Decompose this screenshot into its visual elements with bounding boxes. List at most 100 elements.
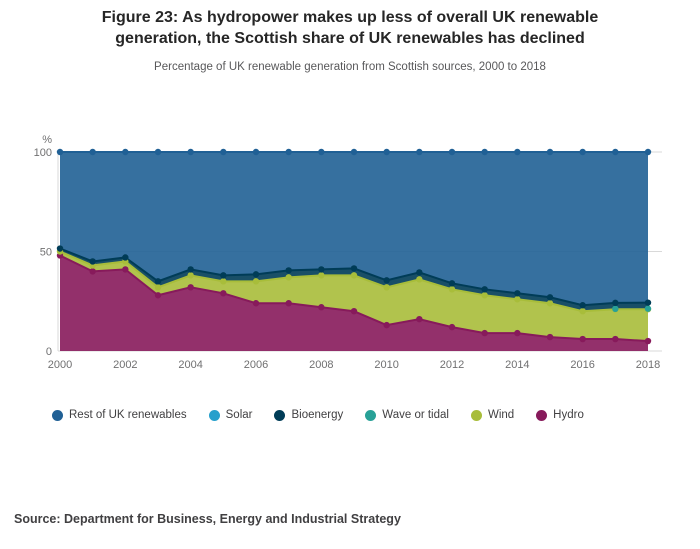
marker-bioenergy xyxy=(154,278,162,285)
x-axis-tick-label: 2002 xyxy=(113,359,137,371)
stacked-area-chart: 0 50 100% 2000 2002 2004 2006 2008 2010 2012 2014 2… xyxy=(34,134,662,371)
legend-marker-bioenergy xyxy=(274,409,286,421)
marker-hydro xyxy=(350,308,358,315)
marker-bioenergy xyxy=(546,294,554,301)
marker-wave-or-tidal xyxy=(612,305,619,313)
marker-wind xyxy=(448,286,456,293)
x-axis-tick-label: 2012 xyxy=(440,359,464,371)
marker-hydro xyxy=(579,335,586,343)
marker-wind xyxy=(187,272,194,279)
marker-hydro xyxy=(252,300,260,307)
x-axis-tick-label: 2000 xyxy=(48,359,72,371)
marker-bioenergy xyxy=(644,299,652,306)
marker-rest-of-uk-renewables xyxy=(318,148,325,156)
marker-wind xyxy=(383,284,390,291)
x-axis-tick-label: 2006 xyxy=(244,359,268,371)
marker-rest-of-uk-renewables xyxy=(383,148,390,156)
marker-bioenergy xyxy=(448,280,456,287)
marker-bioenergy xyxy=(514,290,521,297)
marker-bioenergy xyxy=(220,272,227,279)
marker-hydro xyxy=(383,321,390,329)
x-axis-tick-label: 2014 xyxy=(505,359,529,371)
y-axis-tick-label: 50 xyxy=(40,247,52,259)
marker-wind xyxy=(416,276,423,283)
marker-hydro xyxy=(416,315,423,323)
marker-rest-of-uk-renewables xyxy=(514,148,521,156)
marker-rest-of-uk-renewables xyxy=(644,148,652,156)
marker-wind xyxy=(154,284,162,291)
y-axis-tick-label: 100 xyxy=(34,147,52,159)
marker-bioenergy xyxy=(416,269,423,276)
marker-bioenergy xyxy=(285,267,292,274)
legend-marker-wind xyxy=(470,409,482,421)
marker-wind xyxy=(285,274,292,281)
y-axis-tick-label: 0 xyxy=(46,346,52,358)
marker-rest-of-uk-renewables xyxy=(56,148,64,156)
marker-bioenergy xyxy=(187,266,194,273)
chart-subtitle: Percentage of UK renewable generation fr… xyxy=(154,61,546,73)
marker-hydro xyxy=(481,329,488,337)
marker-bioenergy xyxy=(89,258,96,265)
x-axis-tick-label: 2008 xyxy=(309,359,333,371)
marker-hydro xyxy=(514,329,521,337)
legend-label-wave-or-tidal: Wave or tidal xyxy=(382,409,449,421)
marker-rest-of-uk-renewables xyxy=(252,148,260,156)
legend-label-hydro: Hydro xyxy=(553,409,584,421)
marker-wind xyxy=(579,308,586,315)
chart-legend: Rest of UK renewables Solar Bioenergy Wave … xyxy=(52,409,584,421)
marker-rest-of-uk-renewables xyxy=(481,148,488,156)
x-axis-tick-label: 2010 xyxy=(374,359,398,371)
marker-bioenergy xyxy=(122,254,129,261)
legend-item-solar: Solar xyxy=(208,409,253,421)
marker-wind xyxy=(252,278,260,285)
marker-wind xyxy=(350,272,358,279)
marker-hydro xyxy=(285,300,292,307)
legend-marker-rest-of-uk-renewables xyxy=(52,409,63,421)
chart-title: Figure 23: As hydropower makes up less o… xyxy=(101,9,599,47)
marker-bioenergy xyxy=(350,265,358,272)
marker-hydro xyxy=(122,266,129,273)
marker-rest-of-uk-renewables xyxy=(122,148,129,156)
marker-wave-or-tidal xyxy=(644,305,652,312)
legend-label-wind: Wind xyxy=(487,409,515,421)
area-rest-of-uk-renewables xyxy=(60,152,648,306)
legend-marker-hydro xyxy=(536,409,548,421)
marker-hydro xyxy=(318,304,325,311)
marker-rest-of-uk-renewables xyxy=(350,148,358,156)
marker-wind xyxy=(546,300,554,307)
marker-rest-of-uk-renewables xyxy=(546,148,554,156)
marker-rest-of-uk-renewables xyxy=(187,148,194,156)
marker-rest-of-uk-renewables xyxy=(612,148,619,156)
source-note: Source: Department for Business, Energy … xyxy=(14,512,401,526)
x-axis-tick-label: 2018 xyxy=(636,359,660,371)
x-axis-tick-label: 2004 xyxy=(178,359,202,371)
marker-bioenergy xyxy=(383,277,390,284)
marker-bioenergy xyxy=(612,299,619,307)
marker-wind xyxy=(220,278,227,285)
marker-wind xyxy=(318,272,325,279)
legend-item-rest-of-uk-renewables: Rest of UK renewables xyxy=(52,409,187,421)
marker-bioenergy xyxy=(579,302,586,309)
marker-wind xyxy=(481,292,488,299)
marker-bioenergy xyxy=(481,286,488,293)
y-axis-unit-label: % xyxy=(42,134,52,146)
legend-marker-wave-or-tidal xyxy=(365,409,377,421)
marker-hydro xyxy=(187,284,194,291)
marker-rest-of-uk-renewables xyxy=(220,148,227,156)
marker-bioenergy xyxy=(252,271,260,278)
marker-hydro xyxy=(546,333,554,341)
marker-bioenergy xyxy=(318,266,325,273)
legend-marker-solar xyxy=(208,409,220,421)
area-wind xyxy=(60,251,648,342)
legend-label-solar: Solar xyxy=(225,409,253,421)
marker-hydro xyxy=(154,292,162,299)
legend-item-wind: Wind xyxy=(470,409,515,421)
marker-bioenergy xyxy=(56,245,64,252)
marker-hydro xyxy=(220,290,227,297)
legend-label-rest-of-uk-renewables: Rest of UK renewables xyxy=(69,409,187,421)
marker-hydro xyxy=(644,337,652,345)
marker-wind xyxy=(514,296,521,303)
marker-rest-of-uk-renewables xyxy=(448,148,456,156)
x-axis-tick-label: 2016 xyxy=(570,359,594,371)
